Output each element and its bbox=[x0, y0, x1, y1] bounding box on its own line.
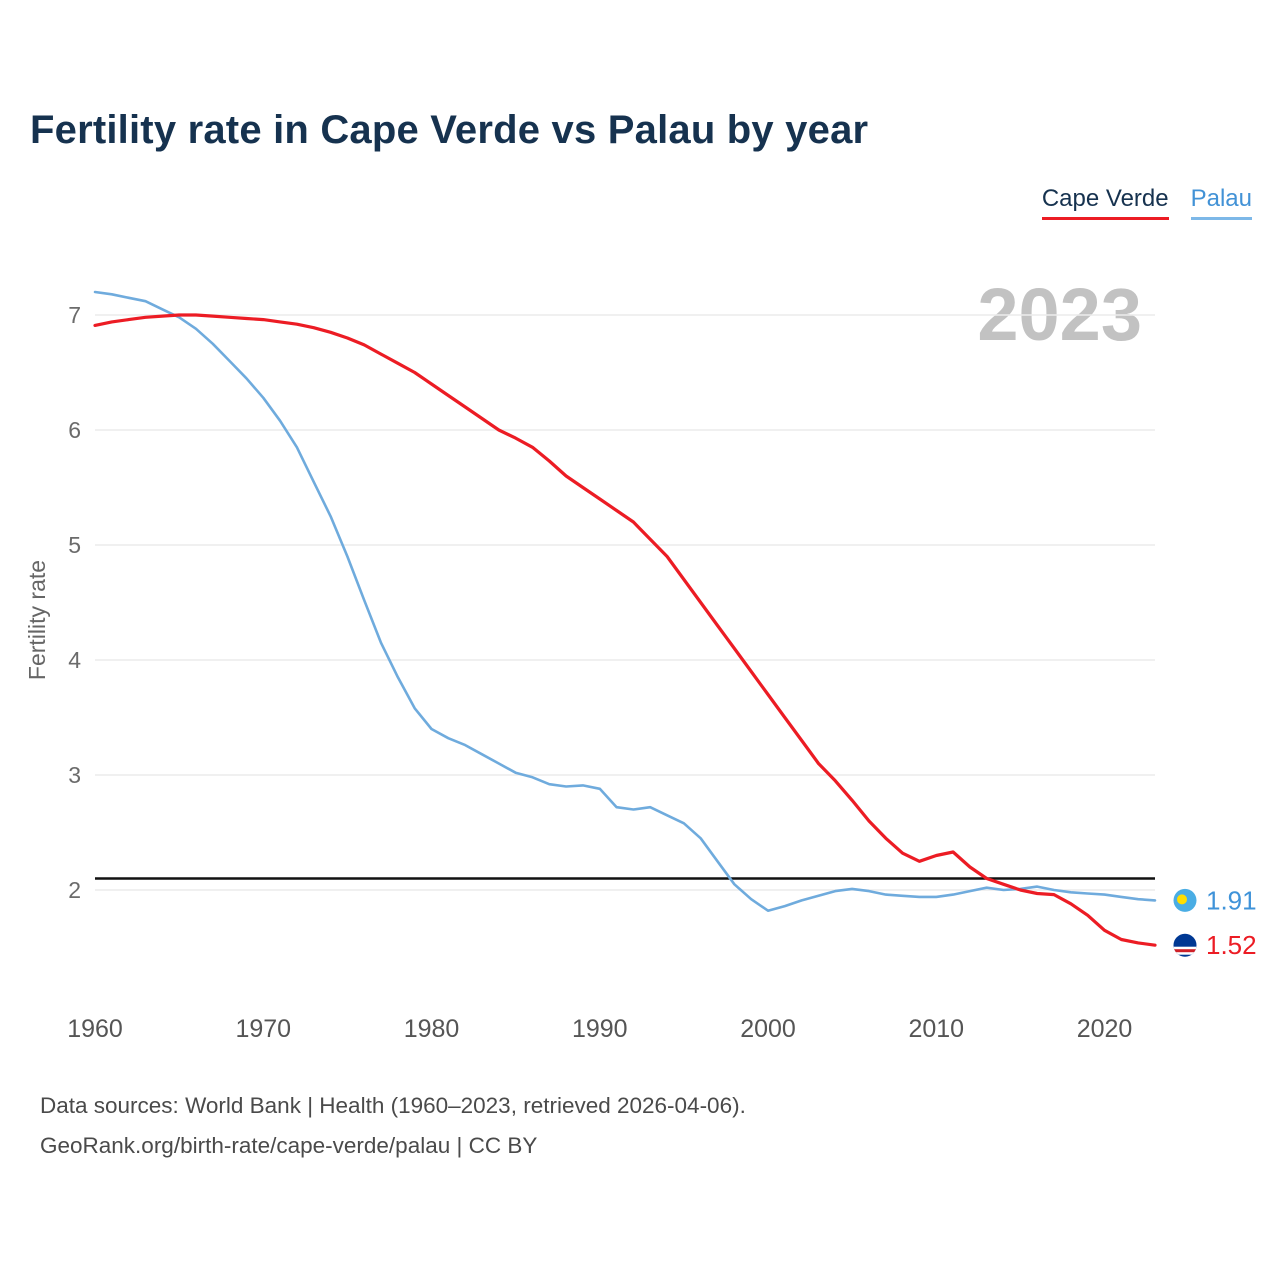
source-line-1: Data sources: World Bank | Health (1960–… bbox=[40, 1093, 746, 1118]
source-footer: Data sources: World Bank | Health (1960–… bbox=[40, 1086, 746, 1166]
legend: Cape Verde Palau bbox=[1041, 185, 1252, 220]
source-line-2: GeoRank.org/birth-rate/cape-verde/palau … bbox=[40, 1133, 538, 1158]
cape-verde-flag-stripe-red bbox=[1173, 949, 1197, 953]
x-tick-label: 2010 bbox=[908, 1015, 964, 1043]
y-tick-label: 6 bbox=[68, 417, 81, 443]
legend-item-palau[interactable]: Palau bbox=[1190, 185, 1252, 220]
y-tick-label: 5 bbox=[68, 532, 81, 558]
y-axis-label: Fertility rate bbox=[24, 560, 50, 680]
y-tick-label: 4 bbox=[68, 647, 81, 673]
x-tick-label: 2000 bbox=[740, 1015, 796, 1043]
palau-line bbox=[93, 290, 1157, 912]
y-tick-label: 7 bbox=[68, 302, 81, 328]
x-tick-label: 1970 bbox=[235, 1015, 291, 1043]
x-tick-label: 2020 bbox=[1077, 1015, 1133, 1043]
x-tick-label: 1980 bbox=[404, 1015, 460, 1043]
cape-verde-end-value: 1.52 bbox=[1206, 930, 1257, 960]
y-tick-label: 3 bbox=[68, 762, 81, 788]
x-tick-label: 1990 bbox=[572, 1015, 628, 1043]
palau-end-value: 1.91 bbox=[1206, 885, 1257, 915]
legend-item-cape-verde[interactable]: Cape Verde bbox=[1041, 185, 1169, 220]
y-tick-label: 2 bbox=[68, 877, 81, 903]
palau-flag-sun bbox=[1177, 894, 1187, 905]
cape-verde-line bbox=[93, 313, 1157, 947]
x-tick-label: 1960 bbox=[67, 1015, 123, 1043]
page-title: Fertility rate in Cape Verde vs Palau by… bbox=[30, 108, 869, 152]
